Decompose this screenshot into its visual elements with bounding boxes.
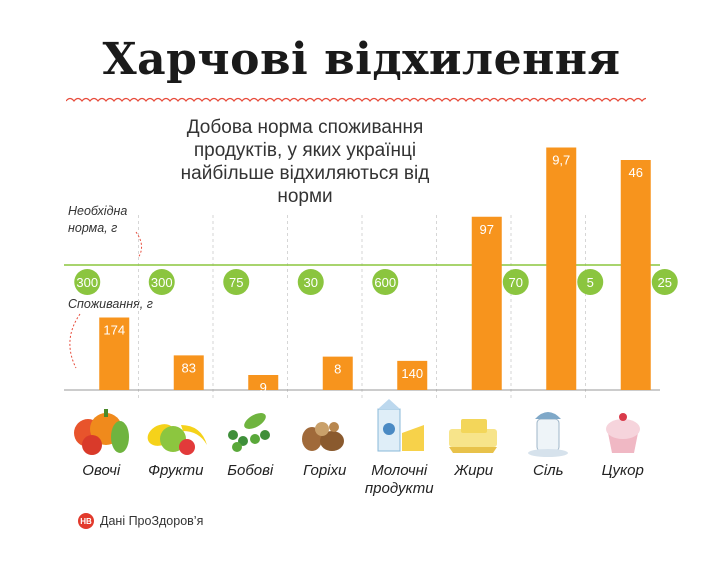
category-label: Молочні продукти: [364, 462, 434, 497]
vegetables-icon: [64, 395, 138, 461]
consumption-bar: [546, 147, 577, 390]
consumption-value: 140: [401, 366, 423, 381]
norm-label: Необхідна норма, г: [68, 204, 128, 235]
norm-value: 75: [229, 275, 243, 290]
norm-circle: [651, 269, 678, 295]
norm-value: 30: [304, 275, 318, 290]
nv-logo: НВ: [78, 513, 94, 529]
source-note: НВ Дані ПроЗдоров’я: [78, 512, 203, 530]
consumption-value: 83: [182, 360, 196, 375]
consumption-value: 8: [334, 362, 341, 377]
category-label: Цукор: [601, 462, 644, 479]
consumption-bar: [322, 356, 353, 390]
norm-circle: [502, 269, 529, 295]
consumption-value: 97: [480, 222, 494, 237]
norm-circle: [148, 269, 175, 295]
fats-icon: [437, 395, 511, 461]
salt-icon: [511, 395, 585, 461]
chart-title: Харчові відхилення: [102, 34, 621, 85]
norm-value: 300: [76, 275, 98, 290]
consumption-value: 174: [103, 323, 125, 338]
norm-value: 70: [509, 275, 523, 290]
wavy-divider-line: [66, 97, 646, 102]
norm-value: 300: [151, 275, 173, 290]
consumption-bar: [99, 317, 130, 390]
bar-chart: 174 300 83 300 9 75 8 30 140 600 97 70 9,7 5 46 25: [64, 147, 678, 400]
category-label: Горіхи: [303, 462, 347, 479]
consumption-arrow: [69, 313, 81, 369]
consumption-label: Споживання, г: [68, 297, 153, 311]
category-label: Овочі: [82, 462, 121, 479]
beans-icon: [213, 395, 287, 461]
norm-circle: [74, 269, 101, 295]
norm-circle: [223, 269, 250, 295]
norm-arrow: [135, 231, 142, 259]
norm-value: 25: [658, 275, 672, 290]
dairy-icon: [362, 395, 436, 461]
chart-subtitle: Добова норма споживання продуктів, у яки…: [180, 117, 430, 207]
category-label: Бобові: [227, 462, 274, 479]
category-label: Фрукти: [148, 462, 204, 479]
source-text: Дані ПроЗдоров’я: [100, 514, 204, 528]
nuts-icon: [288, 395, 362, 461]
fruits-icon: [139, 395, 213, 461]
norm-circle: [297, 269, 324, 295]
sugar-icon: [586, 395, 660, 461]
category-label: Жири: [454, 462, 494, 479]
wavy-divider: [66, 97, 646, 102]
consumption-value: 46: [629, 165, 643, 180]
norm-circle: [577, 269, 604, 295]
norm-circle: [372, 269, 399, 295]
category-label: Сіль: [532, 462, 564, 479]
norm-value: 600: [374, 275, 396, 290]
consumption-bar: [620, 160, 651, 390]
consumption-bar: [397, 360, 428, 390]
consumption-bar: [173, 355, 204, 390]
consumption-value: 9: [260, 380, 267, 395]
norm-value: 5: [587, 275, 594, 290]
consumption-bar: [471, 216, 502, 390]
consumption-value: 9,7: [552, 153, 570, 168]
consumption-bar: [248, 375, 279, 390]
